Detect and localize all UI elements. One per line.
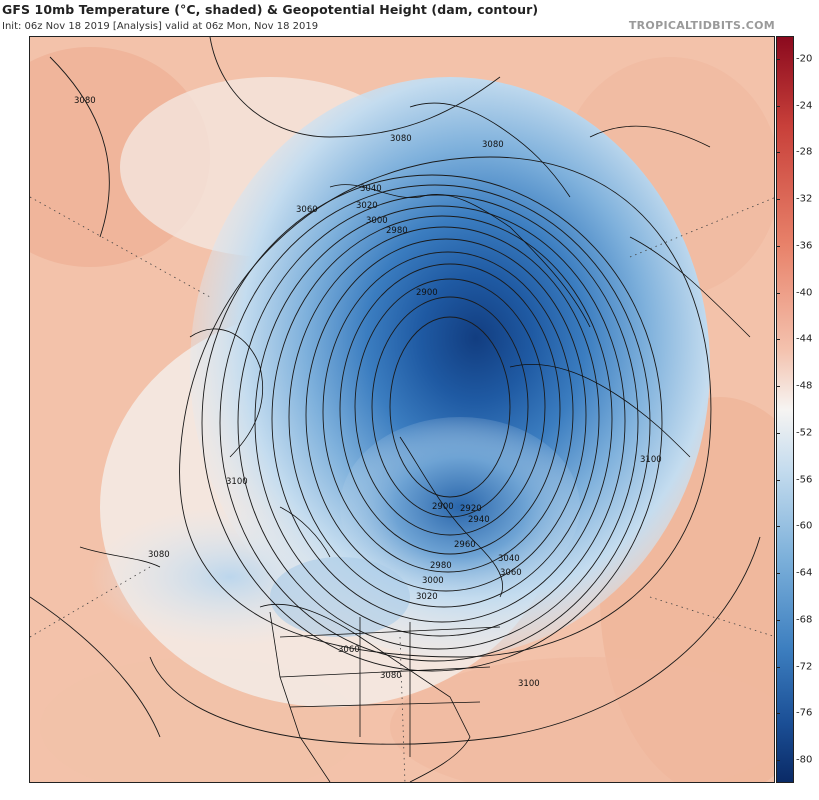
colorbar-tick-label: -60 [796, 520, 813, 532]
contour-label: 2900 [432, 502, 454, 512]
graticule [30, 196, 774, 782]
colorbar-tick-mark [776, 245, 780, 247]
colorbar-tick-mark [776, 479, 780, 481]
contour-label: 2920 [460, 504, 482, 514]
colorbar-tick-label: -40 [796, 287, 813, 299]
cold-lobe [340, 417, 580, 597]
colorbar-tick-mark [776, 386, 780, 388]
colorbar [776, 36, 794, 783]
contour-label: 3080 [390, 134, 412, 144]
contour-label: 2980 [430, 561, 452, 571]
colorbar-tick-mark [776, 59, 780, 60]
brand-watermark: TROPICALTIDBITS.COM [628, 19, 775, 32]
contour-label: 3100 [226, 477, 248, 487]
colorbar-tick-label: -32 [796, 193, 813, 205]
coastlines [79, 102, 751, 782]
contour-label: 3060 [296, 205, 318, 215]
contour-label: 3060 [338, 645, 360, 655]
colorbar-tick-label: -68 [796, 614, 813, 626]
contour-label-group: 3080 3080 3080 3060 3040 3020 3000 2980 … [74, 96, 662, 689]
colorbar-tick-mark [776, 292, 780, 294]
contour-label: 3000 [422, 576, 444, 586]
contour-label: 3080 [482, 140, 504, 150]
colorbar-tick-label: -28 [796, 146, 813, 158]
colorbar-tick-mark [776, 105, 780, 107]
contour-label: 3080 [380, 671, 402, 681]
contour-label: 2940 [468, 515, 490, 525]
colorbar-tick-label: -48 [796, 380, 813, 392]
colorbar-tick-mark [776, 199, 780, 201]
colorbar-tick-mark [776, 152, 780, 154]
contour-label: 3100 [640, 455, 662, 465]
colorbar-tick-mark [776, 713, 780, 715]
chart-subtitle: Init: 06z Nov 18 2019 [Analysis] valid a… [2, 21, 319, 32]
colorbar-tick-label: -56 [796, 474, 813, 486]
colorbar-tick-label: -36 [796, 240, 813, 252]
colorbar-tick-label: -80 [796, 754, 813, 766]
weather-map: 3080 3080 3080 3060 3040 3020 3000 2980 … [29, 36, 775, 783]
contour-label: 3020 [416, 592, 438, 602]
contour-label: 2900 [416, 288, 438, 298]
contour-label: 3000 [366, 216, 388, 226]
colorbar-tick-mark [776, 339, 780, 341]
contour-label: 3080 [74, 96, 96, 106]
contour-label: 3080 [148, 550, 170, 560]
colorbar-tick-mark [776, 432, 780, 434]
colorbar-tick-mark [776, 666, 780, 668]
colorbar-tick-label: -20 [796, 53, 813, 65]
contour-label: 3100 [518, 679, 540, 689]
colorbar-tick-label: -64 [796, 567, 813, 579]
map-canvas: 3080 3080 3080 3060 3040 3020 3000 2980 … [30, 37, 774, 782]
contour-label: 3040 [498, 554, 520, 564]
colorbar-tick-mark [776, 526, 780, 528]
cold-lobe-west [270, 557, 410, 637]
chart-title: GFS 10mb Temperature (°C, shaded) & Geop… [2, 2, 539, 17]
contour-label: 2980 [386, 226, 408, 236]
colorbar-labels: -20 -24 -28 -32 -36 -40 -44 -48 -52 -56 -60 -64 -68 -… [796, 36, 818, 783]
warm-patch [390, 657, 774, 782]
colorbar-tick-mark [776, 619, 780, 621]
colorbar-tick-label: -76 [796, 707, 813, 719]
colorbar-tick-label: -44 [796, 333, 813, 345]
colorbar-tick-mark [776, 573, 780, 575]
contour-label: 3060 [500, 568, 522, 578]
colorbar-tick-mark [776, 760, 780, 761]
colorbar-tick-label: -72 [796, 661, 813, 673]
colorbar-tick-label: -52 [796, 427, 813, 439]
contour-label: 2960 [454, 540, 476, 550]
contour-label: 3040 [360, 184, 382, 194]
height-contours [30, 37, 761, 745]
colorbar-tick-label: -24 [796, 100, 813, 112]
contour-label: 3020 [356, 201, 378, 211]
